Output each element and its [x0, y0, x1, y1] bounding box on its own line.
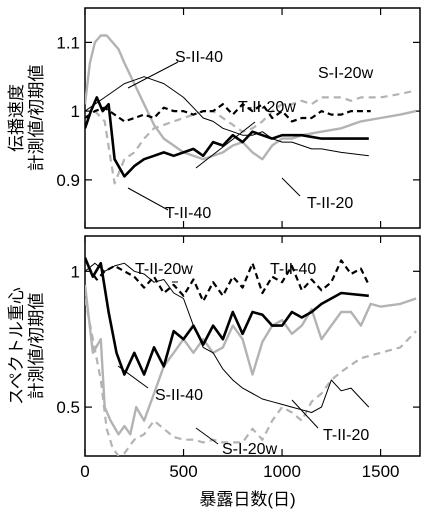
series-t-ii-20 — [85, 76, 369, 157]
annotation-leader — [281, 177, 301, 197]
series-s-ii-40 — [85, 284, 417, 436]
annotation-t-ii-20w: T-II-20w — [135, 261, 193, 278]
series-lines — [85, 34, 417, 185]
plot-frame — [84, 7, 421, 229]
annotation-leader — [195, 427, 219, 445]
annotation-s-ii-40: S-II-40 — [155, 387, 203, 404]
y-tick-label: 1 — [71, 262, 80, 281]
series-t-ii-20w — [85, 257, 370, 303]
annotation-leader — [195, 121, 256, 169]
annotation-t-ii-40: T-II-40 — [270, 261, 316, 278]
y-tick-label: 1 — [71, 102, 80, 121]
annotation-s-i-20w: S-I-20w — [222, 441, 278, 458]
y-tick-label: 0.5 — [56, 398, 80, 417]
x-tick-label: 1000 — [263, 462, 301, 481]
annotation-leader — [127, 61, 179, 89]
annotation-t-ii-20: T-II-20 — [307, 195, 353, 212]
series-t-ii-20w — [85, 103, 371, 123]
x-axis-label: 暴露日数(日) — [199, 490, 295, 509]
panel-spectral-centroid: 0.5 1 0 500 1000 1500 T-II-20w T-II-40 S-II-40 S-… — [7, 235, 421, 509]
y-axis-label: スペクトル重心 — [7, 287, 26, 405]
x-tick-label: 0 — [80, 462, 89, 481]
annotation-t-ii-20: T-II-20 — [323, 427, 369, 444]
annotation-t-ii-20w: T-II-20w — [238, 99, 296, 116]
series-t-ii-40 — [85, 96, 369, 178]
y-axis-label: 計測値/初期値 — [27, 65, 46, 172]
annotation-leader — [127, 187, 169, 211]
panel-propagation-velocity: 0.9 1 1.1 S-II-40 T-II-20w S-I-20w T-II-40 T-II… — [7, 7, 421, 229]
annotation-s-ii-40: S-II-40 — [175, 49, 223, 66]
y-axis-label: 伝播速度 — [7, 84, 26, 152]
annotation-leader — [291, 399, 319, 429]
series-t-ii-20 — [85, 262, 370, 413]
y-axis-label: 計測値/初期値 — [27, 293, 46, 400]
annotation-s-i-20w: S-I-20w — [318, 65, 374, 82]
annotation-leader — [117, 365, 149, 389]
y-tick-label: 0.9 — [56, 171, 80, 190]
series-lines — [85, 257, 417, 456]
x-tick-label: 1500 — [362, 462, 400, 481]
annotation-t-ii-40: T-II-40 — [165, 205, 211, 222]
y-tick-label: 1.1 — [56, 33, 80, 52]
x-tick-label: 500 — [169, 462, 197, 481]
plot-frame — [84, 235, 421, 457]
series-s-ii-40 — [85, 34, 417, 161]
series-t-ii-40 — [85, 257, 369, 376]
series-s-i-20w — [85, 298, 417, 456]
series-s-i-20w — [85, 89, 417, 185]
